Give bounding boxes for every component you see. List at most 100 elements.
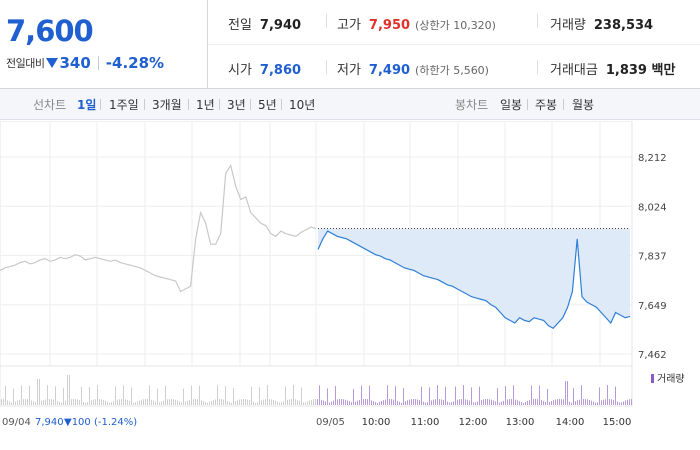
volume-bar — [601, 400, 602, 405]
volume-bar — [67, 375, 68, 405]
volume-bar — [243, 399, 244, 405]
volume-bar — [197, 399, 198, 405]
volume-bar — [581, 385, 582, 405]
volume-bar — [509, 399, 510, 405]
stat-divider — [537, 60, 538, 74]
volume-bar — [341, 399, 342, 405]
tab-10-years[interactable]: 10년 — [289, 97, 316, 112]
tab-monthly-candle[interactable]: 월봉 — [572, 97, 595, 112]
volume-bar — [533, 399, 534, 405]
volume-bar — [73, 399, 74, 405]
volume-bar — [19, 399, 20, 405]
tab-1-week[interactable]: 1주일 — [109, 97, 139, 112]
volume-bar — [353, 388, 354, 405]
volume-bar — [293, 385, 294, 405]
volume-bar — [153, 400, 154, 405]
y-tick-label: 8,024 — [638, 202, 667, 213]
volume-bar — [3, 399, 4, 405]
prev-day-close: 7,940 — [35, 417, 64, 428]
tab-weekly-candle[interactable]: 주봉 — [535, 97, 558, 112]
volume-legend-label: 거래량 — [657, 373, 685, 385]
tab-1-day[interactable]: 1일 — [77, 97, 97, 112]
volume-bar — [107, 401, 108, 405]
volume-bar — [239, 399, 240, 405]
volume-bar — [1, 399, 2, 405]
volume-bar — [401, 402, 402, 405]
volume-bar — [125, 399, 126, 405]
volume-bar — [185, 401, 186, 405]
volume-bar — [9, 401, 10, 405]
volume-bar — [51, 399, 52, 405]
volume-bar — [463, 385, 464, 405]
volume-bar — [203, 401, 204, 405]
volume-bar — [487, 399, 488, 405]
volume-bar — [207, 402, 208, 405]
volume-bar — [149, 385, 150, 405]
volume-bar — [595, 402, 596, 405]
volume-bar — [103, 400, 104, 405]
volume-bar — [251, 386, 252, 405]
volume-bar — [603, 399, 604, 405]
volume-bar — [143, 399, 144, 405]
stat-divider — [537, 14, 538, 28]
volume-bar — [611, 399, 612, 405]
volume-bar — [69, 375, 70, 405]
volume-bar — [215, 399, 216, 405]
upper-limit: (상한가 10,320) — [415, 19, 496, 32]
prev-close-value: 7,940 — [259, 18, 302, 33]
volume-bar — [421, 386, 422, 405]
volume-bar — [201, 400, 202, 405]
volume-bar — [489, 399, 490, 405]
volume-bar — [81, 386, 82, 405]
volume-bar — [425, 402, 426, 405]
volume-bar — [439, 399, 440, 405]
volume-bar — [199, 385, 200, 405]
volume-bar — [175, 399, 176, 405]
volume-bar — [165, 385, 166, 405]
volume-bar — [381, 400, 382, 405]
volume-bar — [415, 399, 416, 405]
volume-bar — [491, 399, 492, 405]
tab-divider — [219, 99, 220, 110]
volume-bar — [105, 400, 106, 405]
volume-bar — [329, 402, 330, 405]
volume-bar — [337, 399, 338, 405]
tab-daily-candle[interactable]: 일봉 — [500, 97, 523, 112]
volume-bar — [467, 399, 468, 405]
volume-bar — [135, 402, 136, 405]
volume-bar — [5, 385, 6, 405]
volume-bar — [347, 400, 348, 405]
volume-bar — [359, 400, 360, 405]
volume-stat: 거래량 238,534 — [550, 14, 653, 33]
volume-bar — [485, 399, 486, 405]
volume-bar — [129, 400, 130, 405]
volume-bar — [99, 399, 100, 405]
volume-bar — [29, 385, 30, 405]
volume-bar — [213, 400, 214, 405]
volume-bar — [551, 401, 552, 405]
x-tick-label: 15:00 — [603, 417, 632, 428]
volume-bar — [605, 399, 606, 405]
volume-bar — [443, 399, 444, 405]
volume-bar — [295, 399, 296, 405]
tab-1-year[interactable]: 1년 — [196, 97, 215, 112]
volume-bar — [231, 402, 232, 405]
volume-bar — [21, 385, 22, 405]
volume-bar — [273, 399, 274, 405]
volume-bar — [615, 386, 616, 405]
volume-bar — [571, 402, 572, 405]
x-tick-label: 11:00 — [411, 417, 440, 428]
volume-bar — [609, 399, 610, 405]
volume-bar — [623, 401, 624, 405]
tab-5-years[interactable]: 5년 — [258, 97, 277, 112]
volume-bar — [369, 385, 370, 405]
tab-3-months[interactable]: 3개월 — [152, 97, 182, 112]
volume-bar — [433, 399, 434, 405]
tab-3-years[interactable]: 3년 — [227, 97, 246, 112]
tab-divider — [527, 99, 528, 110]
volume-bar — [541, 400, 542, 405]
volume-bar — [393, 399, 394, 405]
volume-bar — [53, 399, 54, 405]
volume-bar — [445, 386, 446, 405]
volume-bar — [25, 399, 26, 405]
